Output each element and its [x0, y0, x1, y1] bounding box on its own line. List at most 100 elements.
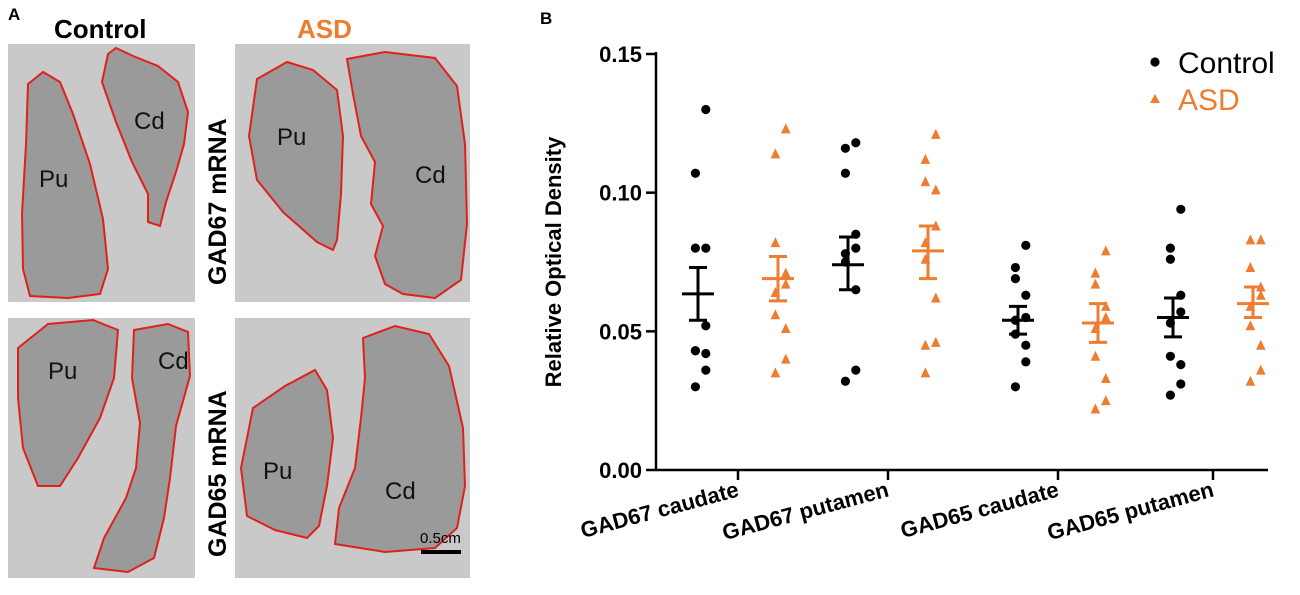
control-data-point [701, 104, 711, 115]
cd-label: Cd [158, 348, 189, 375]
asd-data-point [1090, 323, 1101, 334]
gad65-row-title: GAD65 mRNA [204, 390, 232, 557]
asd-data-point [770, 148, 781, 159]
asd-data-point [1090, 267, 1101, 278]
asd-data-point [770, 367, 781, 378]
legend-asd-marker [1150, 94, 1160, 103]
y-tick-label: 0.10 [599, 181, 642, 206]
control-data-point [1021, 357, 1031, 367]
y-tick-label: 0.00 [599, 458, 642, 483]
panel-a-letter: A [8, 5, 21, 24]
x-tick-label: GAD67 caudate [578, 477, 742, 543]
asd-data-point [781, 353, 791, 364]
asd-gad65-section: Pu Cd 0.5cm [235, 318, 470, 578]
control-data-point [1176, 204, 1186, 214]
legend-asd-label: ASD [1178, 84, 1240, 117]
control-data-point [1165, 254, 1175, 264]
asd-data-point [781, 267, 791, 278]
control-data-point [840, 376, 851, 386]
control-gad67-section: Pu Cd [8, 44, 195, 302]
scale-bar-label: 0.5cm [420, 530, 461, 547]
control-data-point [1165, 318, 1175, 328]
asd-data-point [1256, 289, 1266, 300]
putamen-outline [20, 70, 110, 300]
x-tick-label: GAD65 putamen [1044, 477, 1216, 545]
control-data-point [1010, 315, 1021, 325]
control-data-point [1010, 329, 1021, 339]
control-data-point [690, 382, 701, 392]
asd-data-point [1256, 339, 1266, 350]
asd-gad67-section: Pu Cd [235, 44, 470, 302]
asd-data-point [1101, 372, 1111, 383]
control-data-point [701, 348, 711, 359]
putamen-outline [239, 368, 335, 540]
putamen-outline [17, 318, 120, 487]
asd-data-point [931, 220, 941, 231]
asd-data-point [1245, 300, 1256, 311]
asd-data-point [1256, 281, 1266, 292]
asd-data-point [1245, 234, 1256, 245]
control-data-point [1176, 290, 1186, 300]
pu-label: Pu [48, 358, 78, 385]
control-data-point [690, 168, 701, 178]
asd-data-point [1245, 262, 1256, 273]
asd-data-point [1101, 395, 1111, 406]
caudate-outline [333, 324, 467, 554]
control-data-point [851, 365, 861, 375]
asd-data-point [1101, 245, 1111, 256]
caudate-outline [100, 46, 190, 228]
asd-data-point [920, 339, 931, 350]
asd-data-point [1101, 311, 1111, 322]
asd-data-point [781, 123, 791, 134]
control-data-point [690, 346, 701, 356]
pu-label: Pu [277, 124, 307, 151]
asd-data-point [1245, 375, 1256, 386]
pu-label: Pu [39, 166, 69, 193]
control-data-point [851, 229, 861, 239]
asd-data-point [1101, 300, 1111, 311]
control-data-point [690, 346, 701, 356]
control-data-point [1176, 360, 1186, 370]
asd-data-point [1090, 278, 1101, 289]
control-data-point [1176, 307, 1186, 317]
control-data-point [701, 243, 711, 253]
legend-control-marker [1150, 57, 1160, 67]
control-data-point [1010, 274, 1021, 284]
control-data-point [851, 138, 861, 148]
asd-data-point [770, 309, 781, 320]
control-gad65-section: Pu Cd [8, 318, 195, 578]
asd-data-point [781, 323, 791, 334]
asd-data-point [931, 128, 941, 139]
legend-control-label: Control [1178, 47, 1275, 80]
control-data-point [1021, 290, 1031, 300]
control-data-point [851, 243, 861, 253]
asd-data-point [920, 153, 931, 164]
asd-data-point [1256, 364, 1266, 375]
asd-data-point [781, 278, 791, 289]
asd-column-title: ASD [297, 14, 352, 44]
control-data-point [1010, 262, 1021, 273]
asd-data-point [931, 184, 941, 195]
caudate-outline [345, 50, 469, 300]
cd-label: Cd [134, 108, 165, 135]
y-axis-label: Relative Optical Density [541, 136, 566, 387]
cd-label: Cd [415, 162, 446, 189]
asd-data-point [920, 253, 931, 264]
control-column-title: Control [54, 14, 147, 44]
gad67-row-title: GAD67 mRNA [204, 118, 232, 285]
panel-b-letter: B [540, 9, 552, 28]
control-data-point [701, 321, 711, 331]
pu-label: Pu [263, 458, 293, 485]
control-data-point [690, 243, 701, 253]
control-data-point [1021, 340, 1031, 350]
control-data-point [840, 257, 851, 267]
control-data-point [851, 285, 861, 295]
putamen-outline [247, 60, 345, 252]
control-data-point [840, 249, 851, 259]
control-data-point [840, 168, 851, 178]
asd-data-point [1090, 403, 1101, 414]
cd-label: Cd [385, 478, 416, 505]
asd-data-point [1256, 234, 1266, 245]
control-data-point [1176, 379, 1186, 389]
asd-data-point [1245, 320, 1256, 331]
